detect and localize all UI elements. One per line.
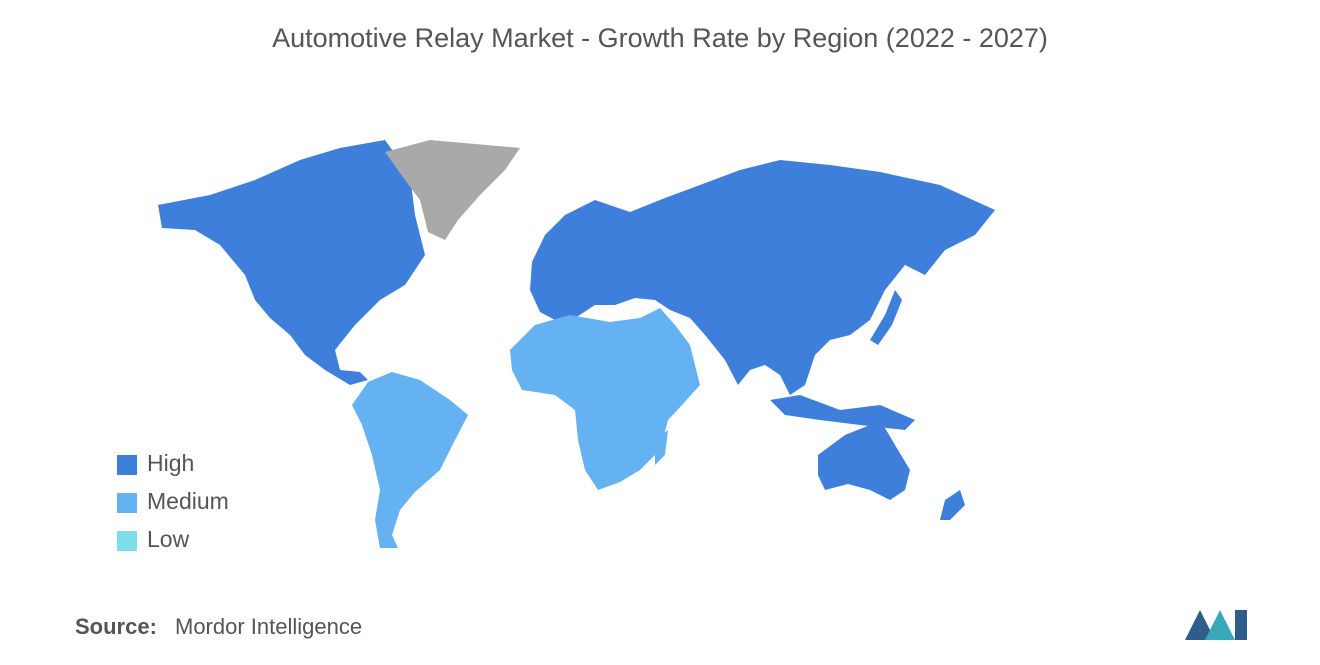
logo-shape — [1185, 610, 1215, 640]
south-america — [352, 372, 468, 548]
southeast-asia — [770, 395, 915, 430]
legend-swatch — [117, 493, 137, 513]
logo — [1185, 610, 1247, 640]
source-label: Source: — [75, 614, 157, 639]
legend-label: High — [147, 450, 194, 476]
japan — [870, 290, 902, 345]
australia — [818, 425, 910, 500]
logo-shape — [1205, 610, 1235, 640]
legend: High Medium Low — [117, 450, 229, 552]
legend-swatch — [117, 531, 137, 551]
madagascar — [655, 430, 668, 465]
source-text: Mordor Intelligence — [175, 614, 362, 639]
eurasia — [530, 160, 995, 395]
logo-shape — [1235, 610, 1247, 640]
title: Automotive Relay Market - Growth Rate by… — [272, 23, 1048, 53]
africa-middle-east — [510, 308, 700, 490]
north-america — [158, 140, 425, 385]
legend-swatch — [117, 455, 137, 475]
legend-label: Low — [147, 526, 190, 552]
greenland — [385, 140, 520, 240]
world-map — [158, 140, 995, 548]
legend-label: Medium — [147, 488, 229, 514]
new-zealand — [940, 490, 965, 520]
